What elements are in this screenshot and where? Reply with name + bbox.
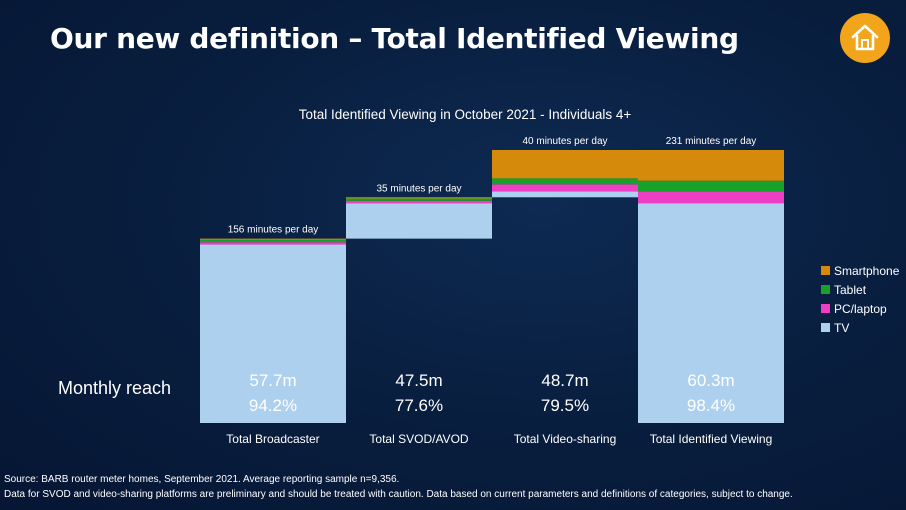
bar-total-broadcaster-tv	[200, 244, 346, 423]
monthly-reach-value: 48.7m	[541, 371, 588, 390]
source-note: Source: BARB router meter homes, Septemb…	[4, 472, 793, 502]
page-title: Our new definition – Total Identified Vi…	[50, 22, 739, 55]
monthly-reach-percent: 77.6%	[395, 396, 443, 415]
bar-total-identified-viewing-smartphone	[638, 150, 784, 181]
legend-label-smartphone: Smartphone	[834, 264, 900, 278]
bar-total-identified-viewing-pc-laptop	[638, 191, 784, 204]
source-line-1: Source: BARB router meter homes, Septemb…	[4, 474, 400, 485]
bar-total-svod-avod-tv	[346, 203, 492, 239]
total-label: 156 minutes per day	[228, 225, 319, 236]
x-tick-label: Total Video-sharing	[514, 432, 617, 446]
legend-swatch-tv	[821, 323, 830, 332]
monthly-reach-value: 47.5m	[395, 371, 442, 390]
bar-total-svod-avod-tablet	[346, 198, 492, 201]
legend-label-pc-laptop: PC/laptop	[834, 302, 887, 316]
bar-total-broadcaster-smartphone	[200, 238, 346, 240]
chart-title: Total Identified Viewing in October 2021…	[299, 107, 632, 122]
total-label: 40 minutes per day	[522, 136, 607, 147]
bar-total-video-sharing-tablet	[492, 178, 638, 185]
x-tick-label: Total SVOD/AVOD	[369, 432, 468, 446]
monthly-reach-percent: 94.2%	[249, 396, 297, 415]
monthly-reach-value: 60.3m	[687, 371, 734, 390]
legend-swatch-tablet	[821, 285, 830, 294]
x-tick-label: Total Broadcaster	[226, 432, 319, 446]
legend-label-tablet: Tablet	[834, 283, 867, 297]
bar-total-video-sharing-smartphone	[492, 150, 638, 179]
x-tick-label: Total Identified Viewing	[650, 432, 773, 446]
bar-total-svod-avod-smartphone	[346, 197, 492, 199]
legend: Smartphone Tablet PC/laptop TV	[821, 264, 900, 335]
home-button[interactable]	[840, 13, 890, 63]
source-line-2: Data for SVOD and video-sharing platform…	[4, 489, 793, 500]
bars-layer	[200, 150, 784, 423]
legend-swatch-smartphone	[821, 266, 830, 275]
bar-total-identified-viewing-tablet	[638, 180, 784, 192]
total-label: 231 minutes per day	[666, 136, 757, 147]
bar-total-broadcaster-tablet	[200, 239, 346, 243]
labels-layer: 156 minutes per day 57.7m 94.2% Total Broad…	[226, 136, 772, 446]
monthly-reach-value: 57.7m	[249, 371, 296, 390]
bar-total-video-sharing-tv	[492, 191, 638, 198]
monthly-reach-label: Monthly reach	[58, 378, 172, 398]
monthly-reach-percent: 98.4%	[687, 396, 735, 415]
bar-total-video-sharing-pc-laptop	[492, 184, 638, 192]
legend-swatch-pc-laptop	[821, 304, 830, 313]
legend-label-tv: TV	[834, 321, 849, 335]
home-icon	[851, 24, 879, 51]
bar-total-broadcaster-pc-laptop	[200, 242, 346, 245]
bar-total-svod-avod-pc-laptop	[346, 200, 492, 204]
bar-total-identified-viewing-tv	[638, 203, 784, 423]
monthly-reach-percent: 79.5%	[541, 396, 589, 415]
total-label: 35 minutes per day	[376, 183, 461, 194]
